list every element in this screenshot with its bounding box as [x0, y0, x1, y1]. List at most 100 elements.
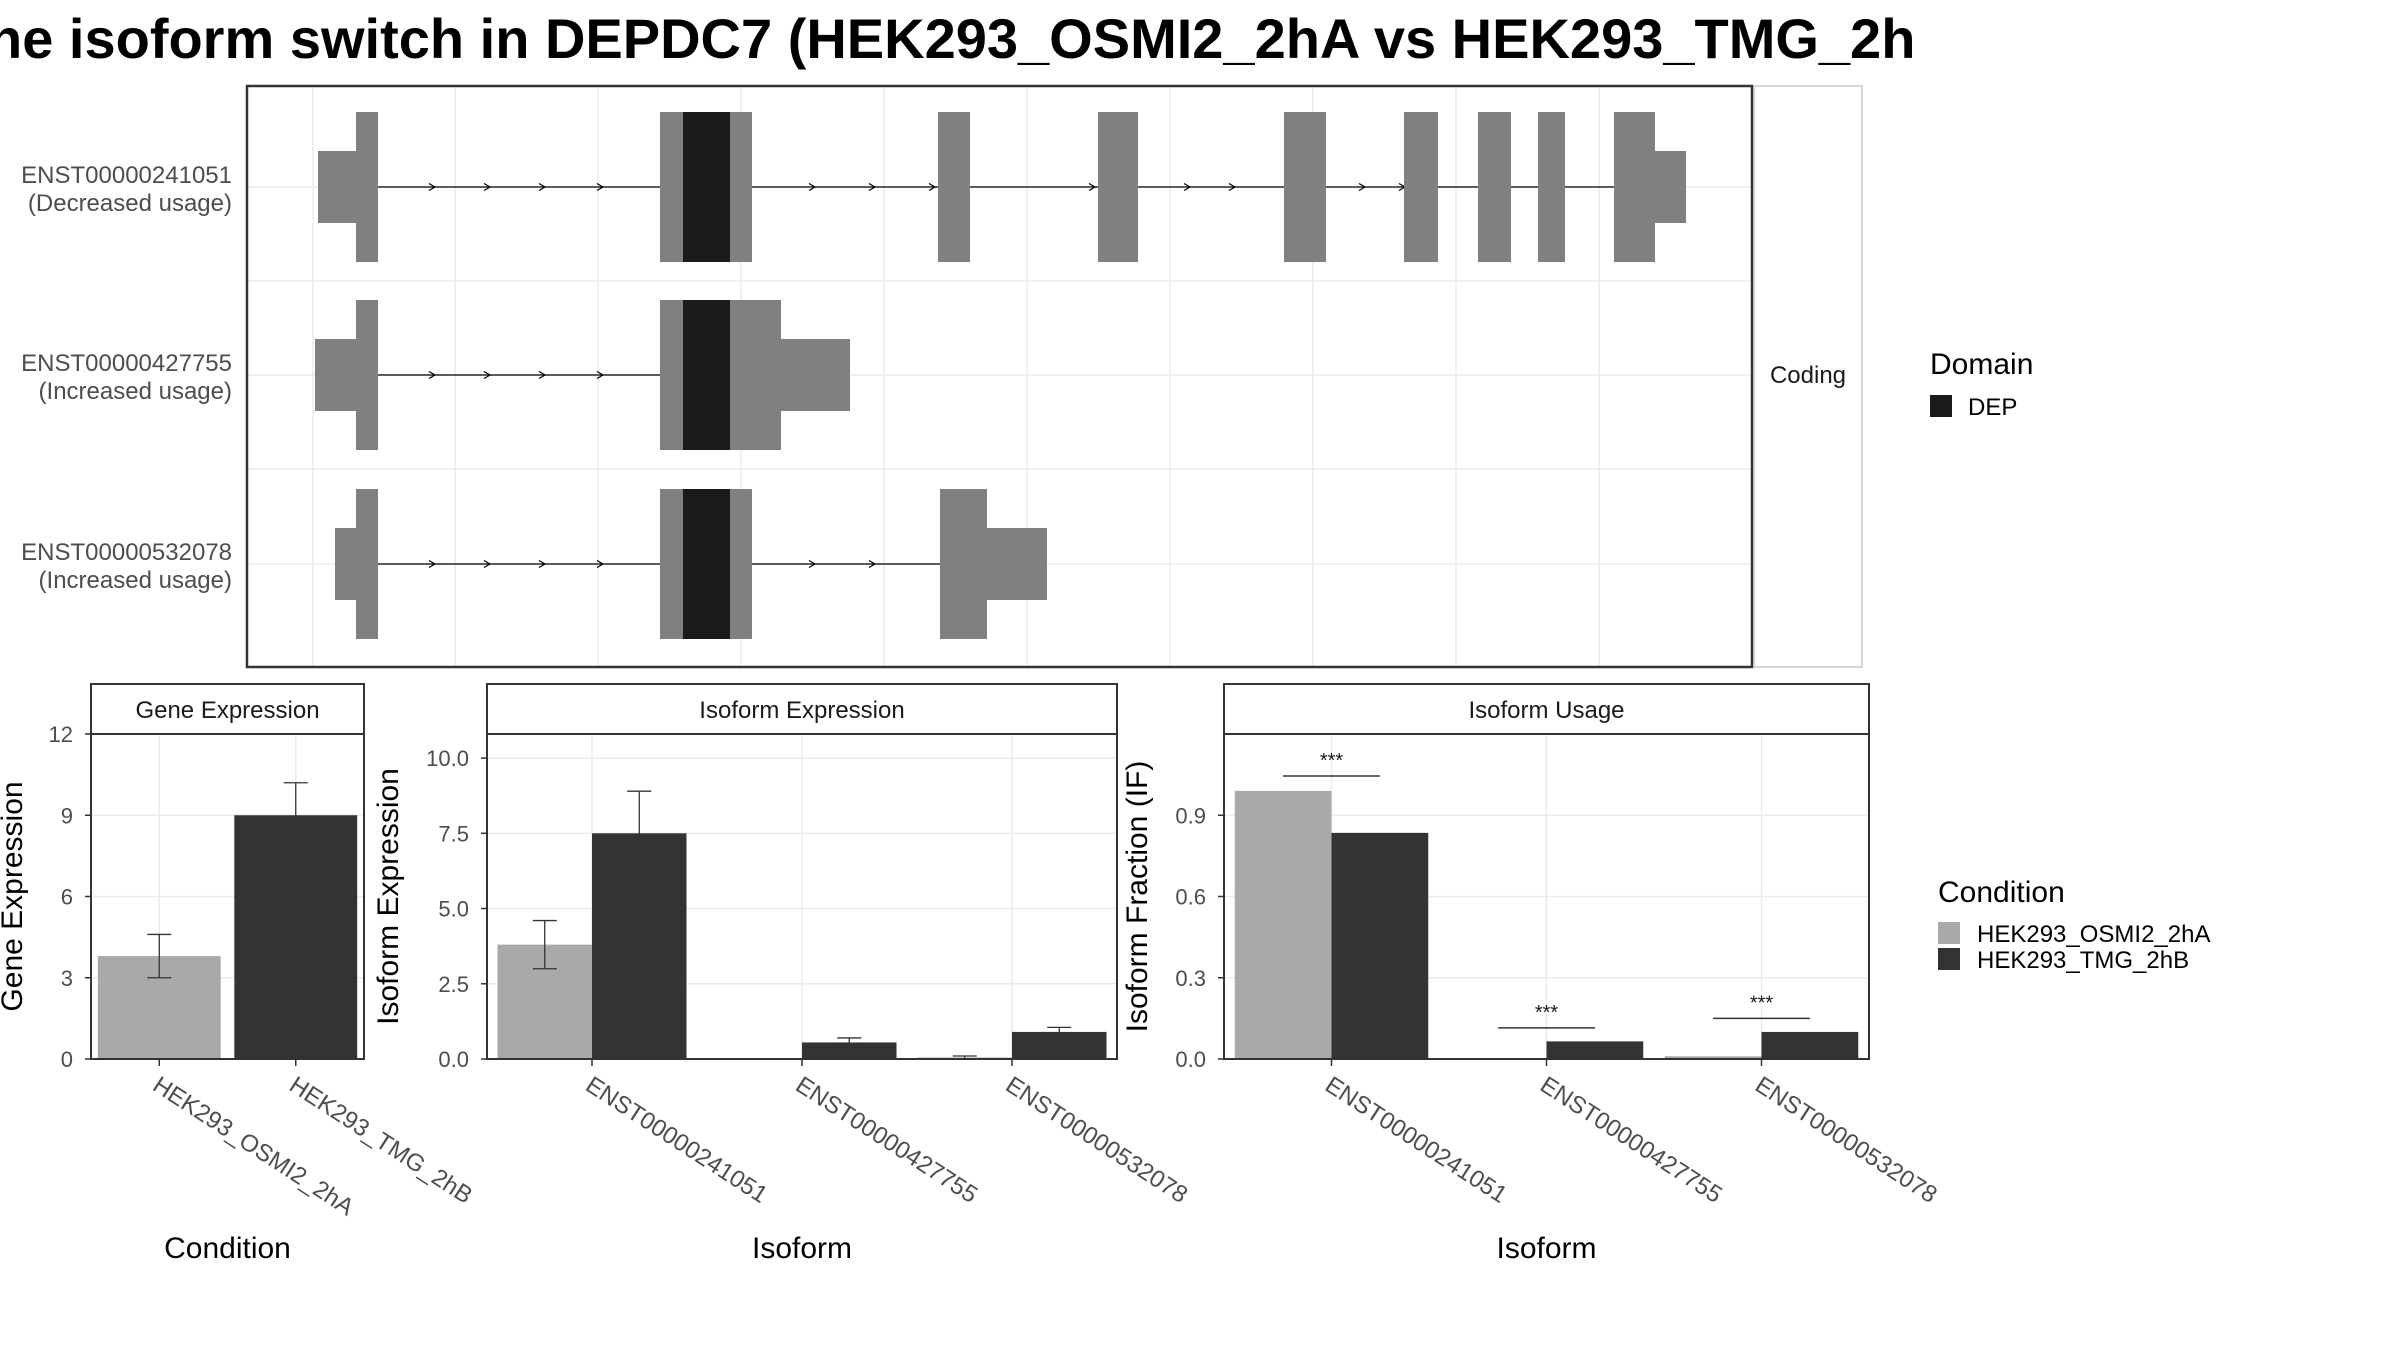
x-axis-title: Isoform — [752, 1232, 852, 1265]
utr-exon — [1655, 151, 1686, 223]
bar — [234, 815, 358, 1059]
coding-exon — [1098, 112, 1138, 262]
transcript-usage-label: (Decreased usage) — [28, 190, 232, 217]
significance-label: *** — [1320, 750, 1344, 772]
x-tick-label: ENST00000532078 — [1750, 1071, 1942, 1208]
transcript-id-label: ENST00000532078 — [21, 539, 232, 566]
isoform-structure-panel: Coding ENST00000241051(Decreased usage) EN… — [21, 84, 1863, 669]
x-tick-label: ENST00000427755 — [1535, 1071, 1727, 1208]
coding-exon — [660, 300, 683, 450]
coding-exon — [730, 489, 752, 639]
significance-label: *** — [1750, 992, 1774, 1014]
intron-arrow — [808, 559, 817, 569]
intron-arrow — [1088, 182, 1097, 192]
y-tick-label: 9 — [61, 803, 73, 828]
chart-title: Isoform Usage — [1468, 697, 1624, 724]
transcript-id-label: ENST00000241051 — [21, 162, 232, 189]
bar — [1234, 790, 1332, 1059]
y-tick-label: 0 — [61, 1047, 73, 1072]
y-tick-label: 0.9 — [1175, 803, 1206, 828]
chart-title: Gene Expression — [135, 697, 319, 724]
intron-arrow — [538, 370, 547, 380]
condition-legend-label: HEK293_OSMI2_2hA — [1977, 921, 2210, 948]
domain-legend-label: DEP — [1968, 394, 2017, 421]
transcript-usage-label: (Increased usage) — [39, 378, 232, 405]
utr-exon — [315, 339, 356, 411]
coding-exon — [730, 300, 781, 450]
x-tick-label: ENST00000241051 — [581, 1071, 773, 1208]
bar — [1664, 1056, 1762, 1059]
intron-arrow — [596, 182, 605, 192]
y-tick-label: 0.0 — [1175, 1047, 1206, 1072]
transcript-id-label: ENST00000427755 — [21, 350, 232, 377]
intron-arrow — [868, 559, 877, 569]
y-tick-label: 3 — [61, 966, 73, 991]
intron-arrow — [483, 370, 492, 380]
y-tick-label: 0.6 — [1175, 885, 1206, 910]
coding-exon — [1538, 112, 1565, 262]
y-axis-title: Isoform Fraction (IF) — [1121, 761, 1154, 1033]
y-tick-label: 12 — [49, 722, 73, 747]
x-axis-title: Isoform — [1496, 1232, 1596, 1265]
intron-arrow — [928, 182, 937, 192]
gene-expression-chart: Gene Expression036912HEK293_OSMI2_2hAHEK… — [0, 683, 477, 1265]
intron-arrow — [1183, 182, 1192, 192]
y-tick-label: 2.5 — [438, 972, 469, 997]
y-tick-label: 0.0 — [438, 1047, 469, 1072]
bar — [1331, 832, 1429, 1059]
dep-domain — [683, 112, 730, 262]
utr-exon — [781, 339, 850, 411]
facet-strip-label: Coding — [1770, 362, 1846, 389]
chart-strip — [1223, 683, 1870, 735]
intron-arrow — [428, 182, 437, 192]
condition-legend-title: Condition — [1938, 876, 2065, 909]
y-tick-label: 0.3 — [1175, 966, 1206, 991]
intron-arrow — [538, 559, 547, 569]
coding-exon — [1404, 112, 1438, 262]
intron-arrow — [596, 559, 605, 569]
condition-legend-swatch — [1938, 922, 1960, 944]
intron-arrow — [596, 370, 605, 380]
intron-arrow — [428, 370, 437, 380]
coding-exon — [356, 300, 378, 450]
dep-domain — [683, 300, 730, 450]
y-tick-label: 5.0 — [438, 897, 469, 922]
condition-legend-label: HEK293_TMG_2hB — [1977, 947, 2189, 974]
figure-title: he isoform switch in DEPDC7 (HEK293_OSMI… — [0, 7, 1915, 70]
x-tick-label: ENST00000532078 — [1001, 1071, 1193, 1208]
y-tick-label: 6 — [61, 885, 73, 910]
bar — [1546, 1041, 1644, 1059]
x-axis-title: Condition — [164, 1232, 291, 1265]
domain-legend: Domain DEP — [1930, 348, 2033, 421]
intron-arrow — [808, 182, 817, 192]
facet-strip — [1753, 85, 1863, 668]
coding-exon — [660, 489, 683, 639]
coding-exon — [1614, 112, 1655, 262]
x-tick-label: ENST00000427755 — [791, 1071, 983, 1208]
coding-exon — [938, 112, 970, 262]
coding-exon — [1284, 112, 1326, 262]
coding-exon — [356, 112, 378, 262]
coding-exon — [356, 489, 378, 639]
intron-arrow — [483, 559, 492, 569]
coding-exon — [730, 112, 752, 262]
coding-exon — [1478, 112, 1511, 262]
condition-legend-swatch — [1938, 948, 1960, 970]
intron-arrow — [1228, 182, 1237, 192]
y-axis-title: Gene Expression — [0, 781, 29, 1011]
y-tick-label: 10.0 — [426, 746, 469, 771]
y-axis-title: Isoform Expression — [372, 768, 405, 1025]
coding-exon — [940, 489, 987, 639]
x-tick-label: ENST00000241051 — [1320, 1071, 1512, 1208]
y-tick-label: 7.5 — [438, 821, 469, 846]
utr-exon — [318, 151, 356, 223]
structure-panel-border — [245, 84, 1754, 669]
utr-exon — [335, 528, 356, 600]
bar — [802, 1042, 897, 1059]
chart-strip — [90, 683, 365, 735]
coding-exon — [660, 112, 683, 262]
utr-exon — [987, 528, 1047, 600]
bar — [1761, 1031, 1859, 1059]
